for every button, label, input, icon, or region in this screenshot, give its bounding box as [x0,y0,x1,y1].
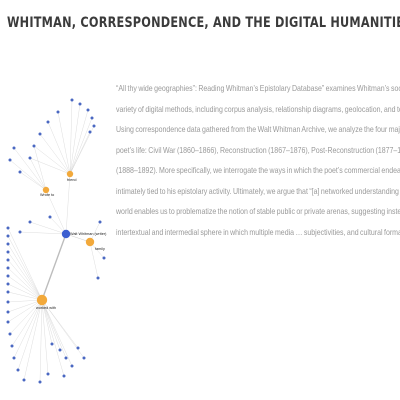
person-node [78,102,82,106]
abstract-paragraph: “All thy wide geographies”: Reading Whit… [116,78,400,298]
hub-node-wrote-to [42,186,50,194]
person-node [28,156,32,160]
network-diagram: friend Wrote to Walt Whitman (writer) fa… [0,82,110,392]
hub-label-center: Walt Whitman (writer) [70,232,107,236]
person-node [58,348,62,352]
person-node [90,116,94,120]
person-node [98,220,102,224]
page-title: WHITMAN, CORRESPONDENCE, AND THE DIGITAL… [7,14,400,31]
person-node [102,256,106,260]
person-node [50,342,54,346]
person-node [18,230,22,234]
person-node [46,372,50,376]
person-node [16,368,20,372]
abstract-line: variety of digital methods, including co… [116,103,400,114]
hub-label-worked-with: worked with [36,306,56,310]
person-node [6,250,10,254]
person-node [8,332,12,336]
person-node [6,266,10,270]
person-node [86,108,90,112]
hub-label-friend: friend [67,178,77,182]
hub-node-walt-whitman [61,229,71,239]
abstract-line: Using correspondence data gathered from … [116,124,400,135]
person-node [6,282,10,286]
person-node [28,220,32,224]
network-edges [7,99,105,383]
person-node [10,344,14,348]
person-node [8,158,12,162]
person-node [6,242,10,246]
person-node [6,310,10,314]
person-node [48,215,52,219]
abstract-line: poet’s life: Civil War (1860–1866), Reco… [116,144,400,155]
hub-node-friend [66,170,74,178]
person-node [38,132,42,136]
person-node [88,130,92,134]
person-node [76,346,80,350]
person-nodes [6,98,106,384]
person-node [38,380,42,384]
person-node [22,378,26,382]
abstract-line: intimately tied to his epistolary activi… [116,185,400,196]
person-node [18,170,22,174]
person-node [12,356,16,360]
person-node [6,226,10,230]
hub-label-family: family [95,247,105,251]
person-node [96,276,100,280]
abstract-line: intertextual and intermedial sphere in w… [116,226,400,237]
person-node [6,320,10,324]
abstract-line: “All thy wide geographies”: Reading Whit… [116,83,400,93]
person-node [6,300,10,304]
person-node [46,120,50,124]
person-node [6,274,10,278]
hub-label-wrote-to: Wrote to [40,193,54,197]
person-node [70,364,74,368]
person-node [12,146,16,150]
person-node [92,124,96,128]
hub-node-family [85,237,95,247]
person-node [6,234,10,238]
abstract-line: world enables us to problematize the not… [116,206,400,217]
person-node [6,258,10,262]
person-node [64,356,68,360]
hub-node-worked-with [36,294,48,306]
person-node [32,144,36,148]
person-node [62,374,66,378]
person-node [6,290,10,294]
person-node [70,98,74,102]
person-node [56,110,60,114]
abstract-line: (1888–1892). More specifically, we inter… [116,165,400,176]
person-node [82,356,86,360]
